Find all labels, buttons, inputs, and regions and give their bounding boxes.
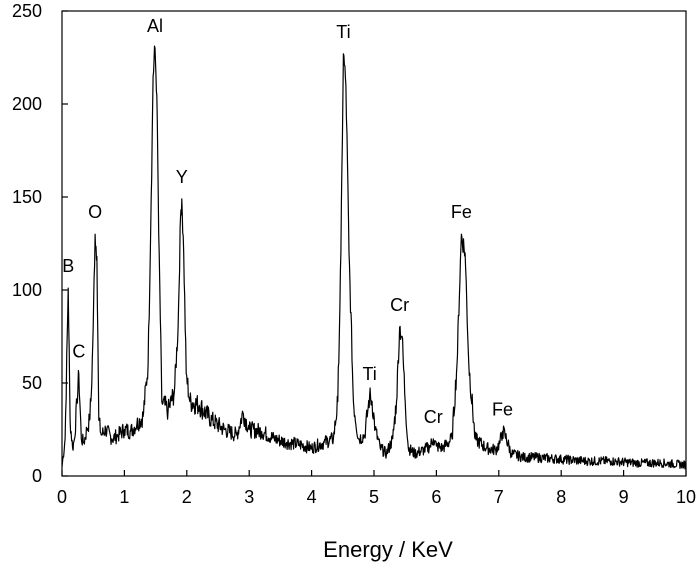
x-tick-label: 4 — [307, 487, 317, 507]
peak-label-o: O — [88, 202, 102, 222]
x-tick-label: 6 — [431, 487, 441, 507]
y-tick-label: 0 — [32, 466, 42, 486]
x-tick-label: 1 — [119, 487, 129, 507]
y-tick-label: 50 — [22, 373, 42, 393]
x-tick-label: 3 — [244, 487, 254, 507]
peak-label-cr: Cr — [424, 407, 443, 427]
peak-label-y: Y — [176, 167, 188, 187]
axis-ticks — [61, 10, 687, 477]
peak-label-b: B — [62, 256, 74, 276]
y-tick-label: 250 — [12, 1, 42, 21]
x-tick-label: 5 — [369, 487, 379, 507]
y-tick-label: 100 — [12, 280, 42, 300]
peak-label-fe: Fe — [492, 399, 513, 419]
peak-label-ti: Ti — [362, 364, 376, 384]
peak-label-ti: Ti — [336, 22, 350, 42]
x-tick-label: 10 — [676, 487, 696, 507]
peak-label-al: Al — [147, 16, 163, 36]
spectrum-line — [61, 45, 687, 470]
x-tick-label: 9 — [619, 487, 629, 507]
x-tick-label: 0 — [57, 487, 67, 507]
y-tick-label: 150 — [12, 187, 42, 207]
peak-label-cr: Cr — [390, 295, 409, 315]
x-tick-label: 7 — [494, 487, 504, 507]
peak-label-fe: Fe — [451, 202, 472, 222]
x-tick-label: 8 — [556, 487, 566, 507]
y-tick-label: 200 — [12, 94, 42, 114]
x-tick-label: 2 — [182, 487, 192, 507]
peak-labels: B C O Al Y Ti Ti Cr Cr Fe Fe — [62, 16, 513, 427]
peak-label-c: C — [72, 342, 85, 362]
x-axis-title: Energy / KeV — [323, 537, 453, 562]
